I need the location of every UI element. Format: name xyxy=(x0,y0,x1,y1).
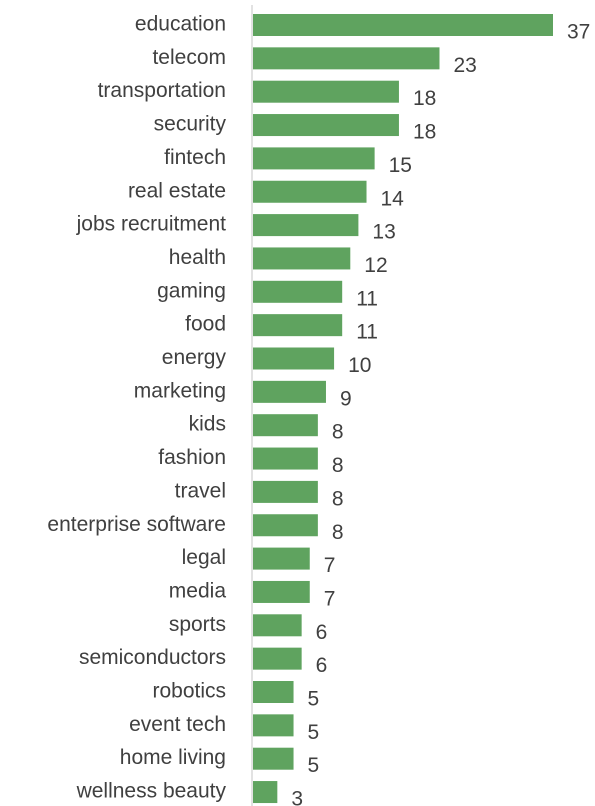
bar-fintech xyxy=(253,147,375,170)
value-label-transportation: 18 xyxy=(413,87,436,110)
category-label-semiconductors: semiconductors xyxy=(79,646,226,669)
value-label-media: 7 xyxy=(324,587,336,610)
bar-food xyxy=(253,314,343,337)
category-label-energy: energy xyxy=(162,346,227,369)
value-label-jobs-recruitment: 13 xyxy=(372,221,395,244)
category-label-real-estate: real estate xyxy=(128,179,226,202)
category-label-kids: kids xyxy=(189,413,226,436)
category-label-gaming: gaming xyxy=(157,279,226,302)
category-label-fintech: fintech xyxy=(164,146,226,169)
value-label-health: 12 xyxy=(364,254,387,277)
value-label-kids: 8 xyxy=(332,421,344,444)
bar-wellness-beauty xyxy=(253,781,278,804)
category-label-food: food xyxy=(185,313,226,336)
category-label-enterprise-software: enterprise software xyxy=(47,513,226,536)
value-label-telecom: 23 xyxy=(453,54,476,77)
value-label-sports: 6 xyxy=(316,621,328,644)
value-label-real-estate: 14 xyxy=(381,187,405,210)
category-label-robotics: robotics xyxy=(152,680,226,703)
category-label-education: education xyxy=(135,13,226,36)
bar-robotics xyxy=(253,681,294,703)
category-label-security: security xyxy=(154,113,227,136)
category-label-event-tech: event tech xyxy=(129,713,226,736)
value-label-semiconductors: 6 xyxy=(316,654,328,677)
bar-kids xyxy=(253,414,318,437)
bar-home-living xyxy=(253,747,294,770)
bar-travel xyxy=(253,480,318,503)
category-label-travel: travel xyxy=(175,479,226,502)
category-labels: education telecom transportation security fi… xyxy=(47,13,226,803)
value-label-event-tech: 5 xyxy=(308,721,320,744)
bar-education xyxy=(253,14,553,36)
value-label-gaming: 11 xyxy=(356,287,378,310)
bar-media xyxy=(253,580,310,603)
bar-gaming xyxy=(253,280,343,303)
bar-health xyxy=(253,247,351,270)
bar-transportation xyxy=(253,80,399,103)
value-label-education: 37 xyxy=(567,21,590,44)
value-label-wellness-beauty: 3 xyxy=(291,788,303,806)
value-label-robotics: 5 xyxy=(308,688,320,711)
value-label-fintech: 15 xyxy=(389,154,412,177)
category-label-legal: legal xyxy=(182,546,226,569)
category-label-home-living: home living xyxy=(120,746,226,769)
category-label-telecom: telecom xyxy=(152,46,226,69)
bar-legal xyxy=(253,547,310,570)
category-label-marketing: marketing xyxy=(134,379,226,402)
category-label-sports: sports xyxy=(169,613,226,636)
bar-energy xyxy=(253,347,335,370)
value-label-home-living: 5 xyxy=(308,754,320,777)
value-label-food: 11 xyxy=(356,321,378,344)
bar-sports xyxy=(253,614,302,637)
category-label-jobs-recruitment: jobs recruitment xyxy=(76,213,227,236)
bar-real-estate xyxy=(253,180,367,203)
value-label-marketing: 9 xyxy=(340,387,352,410)
bars xyxy=(253,14,553,804)
value-label-fashion: 8 xyxy=(332,454,344,477)
category-label-fashion: fashion xyxy=(158,446,226,469)
bar-semiconductors xyxy=(253,647,302,670)
category-label-health: health xyxy=(169,246,226,269)
category-label-wellness-beauty: wellness beauty xyxy=(76,780,227,803)
bar-security xyxy=(253,114,399,137)
bar-jobs-recruitment xyxy=(253,214,359,237)
value-label-security: 18 xyxy=(413,121,436,144)
bar-marketing xyxy=(253,380,326,403)
value-label-energy: 10 xyxy=(348,354,371,377)
bar-enterprise-software xyxy=(253,514,318,537)
bar-telecom xyxy=(253,47,440,70)
value-label-enterprise-software: 8 xyxy=(332,521,344,544)
category-label-transportation: transportation xyxy=(98,79,226,102)
value-label-travel: 8 xyxy=(332,487,344,510)
category-label-media: media xyxy=(169,579,227,602)
value-label-legal: 7 xyxy=(324,554,336,577)
bar-event-tech xyxy=(253,714,294,737)
bar-fashion xyxy=(253,447,318,470)
